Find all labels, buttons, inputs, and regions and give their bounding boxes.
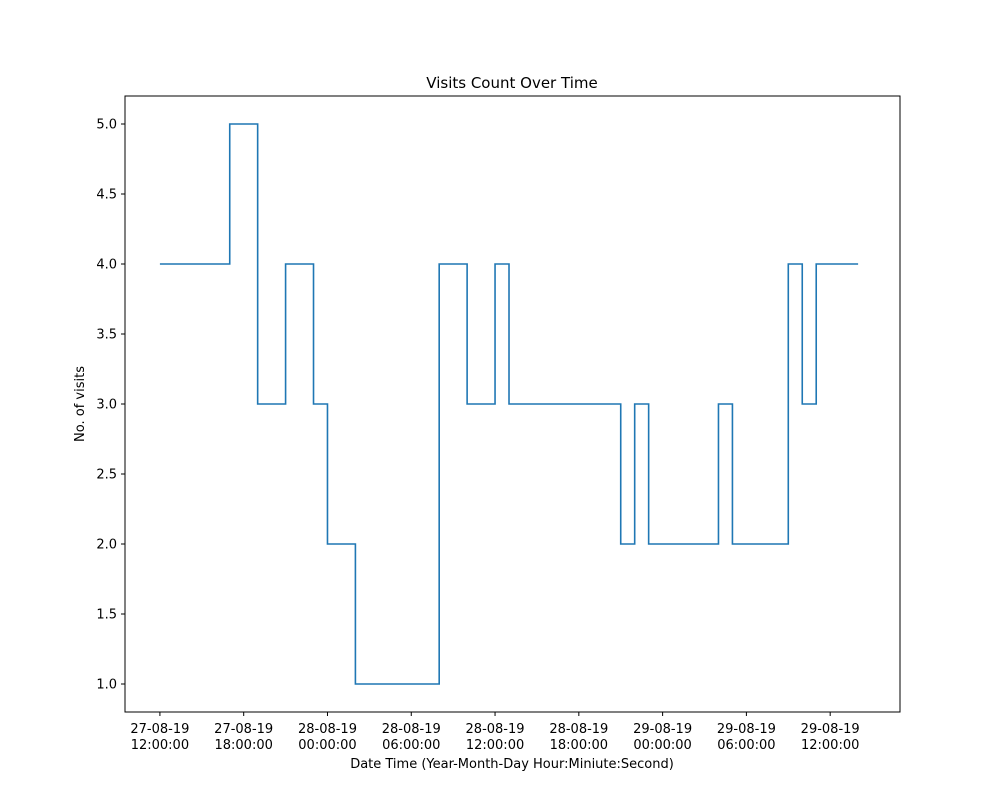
- y-tick-label: 1.5: [96, 608, 117, 623]
- y-tick-label: 4.0: [96, 258, 117, 273]
- y-axis-label: No. of visits: [73, 366, 88, 442]
- y-tick-label: 3.0: [96, 398, 117, 413]
- chart-title: Visits Count Over Time: [426, 74, 597, 92]
- x-tick-label-time: 18:00:00: [550, 738, 608, 753]
- y-tick-label: 2.5: [96, 468, 117, 483]
- y-tick-label: 3.5: [96, 328, 117, 343]
- x-tick-label-date: 28-08-19: [466, 722, 525, 737]
- x-tick-label-time: 00:00:00: [298, 738, 356, 753]
- x-tick-label-time: 12:00:00: [466, 738, 524, 753]
- x-tick-label-time: 06:00:00: [717, 738, 775, 753]
- x-tick-label-date: 29-08-19: [633, 722, 692, 737]
- y-tick-label: 5.0: [96, 118, 117, 133]
- x-tick-label-date: 29-08-19: [801, 722, 860, 737]
- y-tick-label: 1.0: [96, 678, 117, 693]
- y-tick-label: 2.0: [96, 538, 117, 553]
- series-line: [159, 123, 859, 685]
- x-tick-label-date: 27-08-19: [214, 722, 273, 737]
- y-tick-label: 4.5: [96, 188, 117, 203]
- y-axis: 1.0 1.5 2.0 2.5 3.0 3.5 4.0 4.5 5.0: [96, 118, 125, 693]
- x-tick-label-time: 12:00:00: [131, 738, 189, 753]
- x-axis-label: Date Time (Year-Month-Day Hour:Miniute:S…: [350, 757, 674, 772]
- x-tick-label-time: 18:00:00: [214, 738, 272, 753]
- x-axis: 27-08-1912:00:0027-08-1918:00:0028-08-19…: [130, 712, 860, 753]
- x-tick-label-time: 06:00:00: [382, 738, 440, 753]
- x-tick-label-time: 12:00:00: [801, 738, 859, 753]
- plot-area: [159, 123, 859, 685]
- x-tick-label-date: 28-08-19: [298, 722, 357, 737]
- x-tick-label-date: 28-08-19: [382, 722, 441, 737]
- x-tick-label-time: 00:00:00: [633, 738, 691, 753]
- x-tick-label-date: 28-08-19: [549, 722, 608, 737]
- x-tick-label-date: 29-08-19: [717, 722, 776, 737]
- x-tick-label-date: 27-08-19: [130, 722, 189, 737]
